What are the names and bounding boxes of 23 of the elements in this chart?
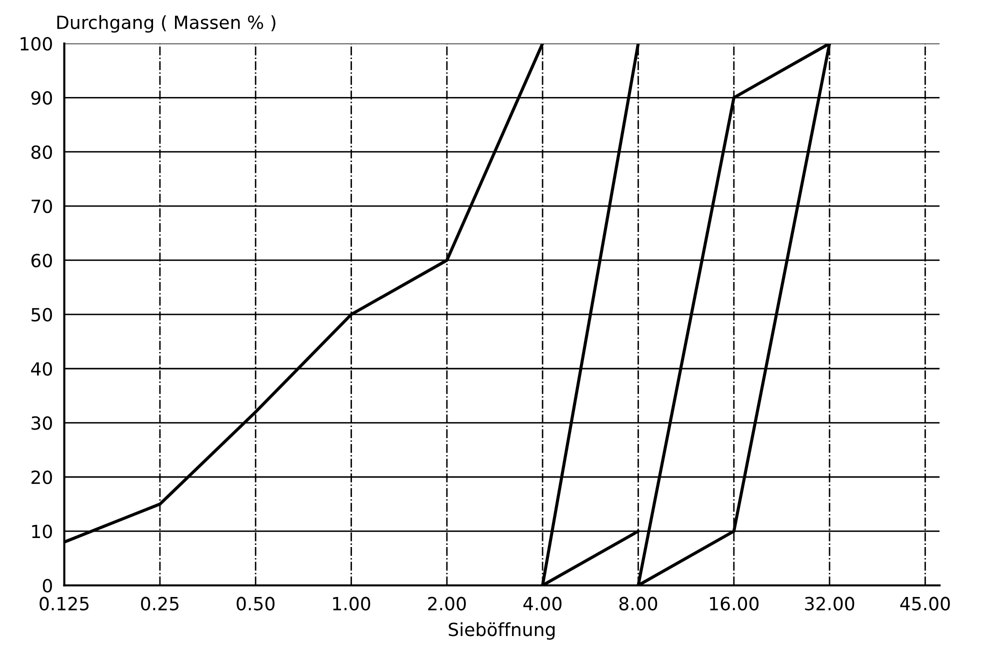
y-tick-label: 40 — [31, 362, 52, 376]
y-tick-label: 10 — [32, 524, 52, 538]
y-axis-title: Durchgang ( Massen % ) — [57, 15, 276, 33]
y-tick-label: 70 — [32, 200, 52, 214]
x-tick-label: 0.25 — [141, 596, 178, 610]
x-tick-label: 45.00 — [900, 596, 950, 610]
x-tick-label: 4.00 — [523, 596, 562, 610]
x-tick-label: 32.00 — [805, 596, 854, 610]
x-tick-label: 16.00 — [710, 596, 759, 610]
y-tick-label: 100 — [20, 36, 52, 51]
y-tick-label: 50 — [32, 308, 52, 322]
y-tick-label: 80 — [31, 145, 52, 159]
x-tick-label: 1.00 — [333, 596, 370, 610]
y-tick-label: 20 — [32, 470, 52, 484]
x-tick-label: 0.50 — [236, 596, 274, 610]
y-tick-label: 0 — [42, 578, 52, 592]
x-axis-title: Sieböffnung — [448, 622, 555, 640]
y-tick-label: 90 — [31, 91, 52, 105]
x-tick-label: 0.125 — [40, 596, 89, 610]
x-tick-label: 8.00 — [619, 596, 658, 610]
y-tick-label: 60 — [31, 254, 52, 268]
x-tick-label: 2.00 — [428, 596, 466, 610]
y-tick-label: 30 — [32, 416, 52, 430]
